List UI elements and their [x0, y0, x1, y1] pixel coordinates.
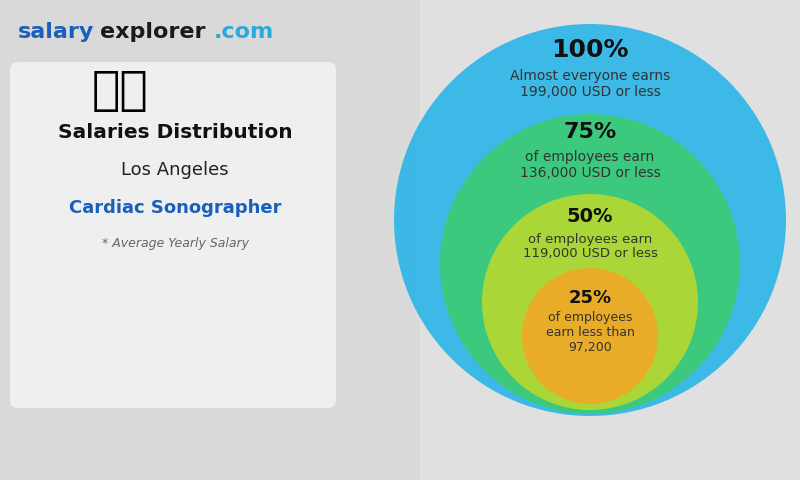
Text: 75%: 75% [563, 122, 617, 142]
Text: 🇺🇸: 🇺🇸 [92, 70, 148, 115]
Text: 97,200: 97,200 [568, 340, 612, 353]
Text: 25%: 25% [569, 289, 611, 307]
Circle shape [440, 114, 740, 414]
Text: * Average Yearly Salary: * Average Yearly Salary [102, 238, 249, 251]
Text: Almost everyone earns: Almost everyone earns [510, 69, 670, 83]
Text: explorer: explorer [100, 22, 206, 42]
Text: Cardiac Sonographer: Cardiac Sonographer [69, 199, 282, 217]
Text: .com: .com [214, 22, 274, 42]
Text: 136,000 USD or less: 136,000 USD or less [520, 166, 660, 180]
Text: Los Angeles: Los Angeles [121, 161, 229, 179]
Text: Salaries Distribution: Salaries Distribution [58, 122, 292, 142]
Text: of employees earn: of employees earn [528, 232, 652, 245]
Text: 50%: 50% [566, 207, 614, 227]
Text: 100%: 100% [551, 38, 629, 62]
Text: 119,000 USD or less: 119,000 USD or less [522, 248, 658, 261]
Circle shape [482, 194, 698, 410]
Circle shape [394, 24, 786, 416]
FancyBboxPatch shape [10, 62, 336, 408]
Text: salary: salary [18, 22, 94, 42]
Bar [0, 0, 420, 480]
Text: of employees earn: of employees earn [526, 150, 654, 164]
Text: earn less than: earn less than [546, 325, 634, 338]
Text: of employees: of employees [548, 312, 632, 324]
Text: 199,000 USD or less: 199,000 USD or less [519, 85, 661, 99]
Circle shape [522, 268, 658, 404]
